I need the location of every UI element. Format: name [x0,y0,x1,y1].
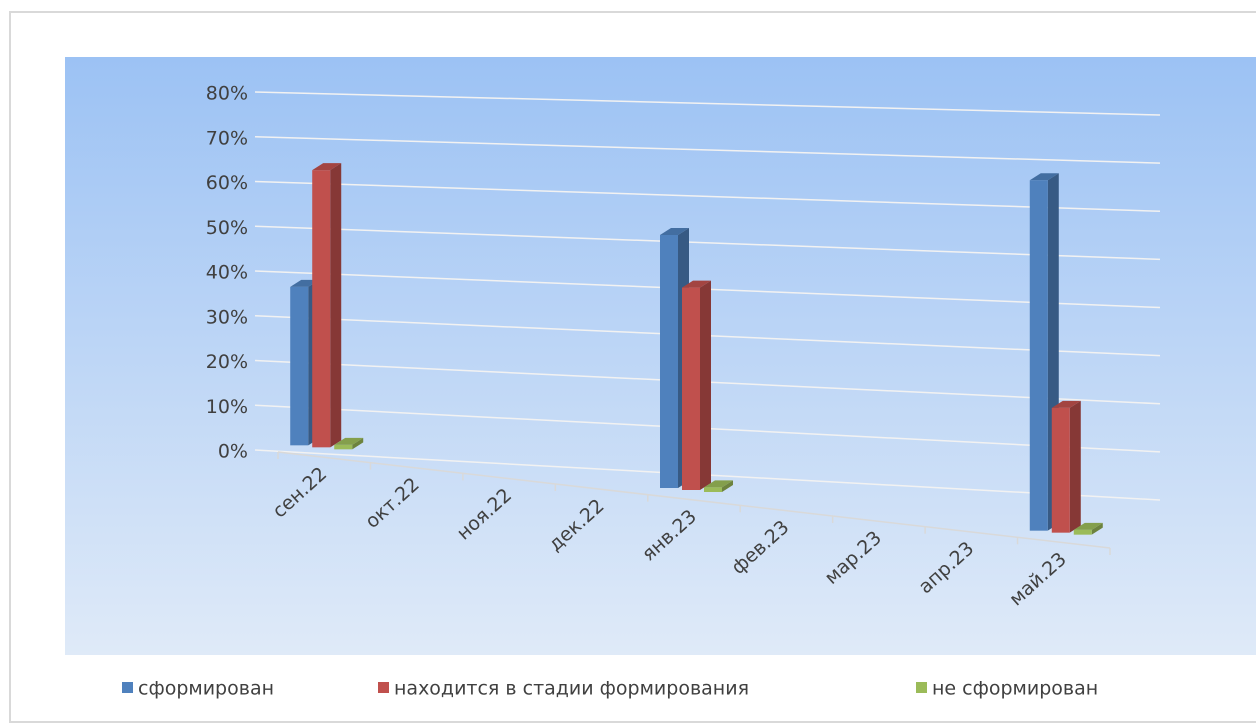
grid-line [254,136,1161,164]
bar-side [352,437,364,450]
bar [682,287,700,490]
y-tick-label: 0% [218,441,248,463]
legend-label: находится в стадии формирования [394,678,749,700]
bar-top [1073,522,1103,530]
bar [312,170,331,448]
y-tick-label: 50% [206,217,248,239]
bar-side [722,480,733,492]
grid-line [254,180,1161,212]
bar-top [290,279,320,287]
y-tick-label: 40% [206,262,248,284]
bar [1073,529,1092,535]
bar [1051,407,1070,533]
y-tick-label: 20% [206,351,248,373]
bar [704,487,722,492]
bar-top [312,163,342,171]
y-tick-label: 70% [206,127,248,149]
x-axis [277,451,1111,549]
bar-top [1029,173,1059,181]
bar-side [1069,400,1081,533]
bar-side [330,163,342,448]
bar [334,444,353,450]
grid-line [254,225,1161,261]
legend-label: сформирован [138,678,274,700]
y-tick-label: 30% [206,306,248,328]
bar-top [682,280,711,288]
bar-side [700,280,711,490]
y-tick-label: 60% [206,172,248,194]
bar-top [660,228,689,235]
bar [290,286,309,446]
y-tick-label: 10% [206,396,248,418]
bar-side [1091,522,1103,535]
bar-top [334,437,364,445]
legend-swatch [378,682,389,693]
grid-line [254,91,1161,116]
bar-top [704,480,733,488]
y-tick-label: 80% [206,83,248,105]
bar [660,235,678,488]
legend-swatch [122,682,133,693]
legend-swatch [916,682,927,693]
bar-top [1051,400,1081,408]
bar [1029,180,1048,531]
legend-label: не сформирован [932,678,1098,700]
